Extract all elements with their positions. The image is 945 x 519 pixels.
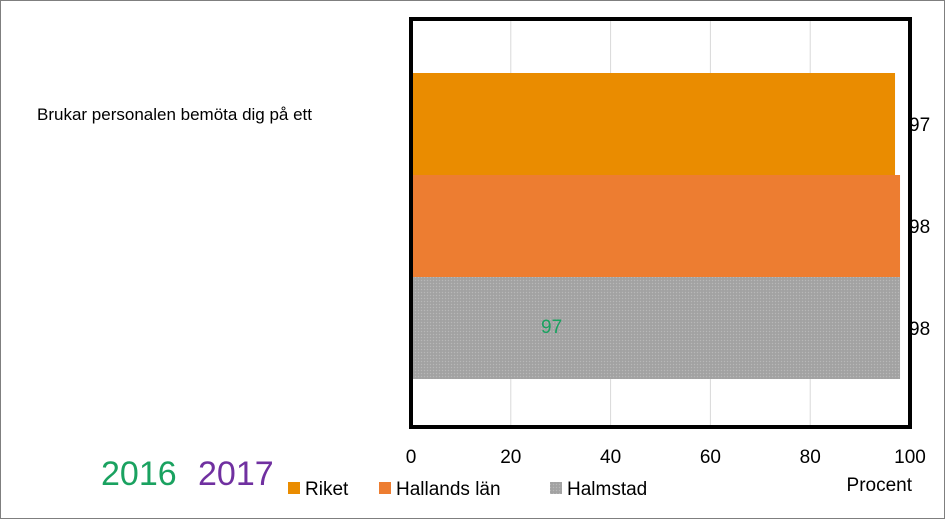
bar-hallands-län xyxy=(411,175,901,277)
inner-value-annotation: 97 xyxy=(541,317,562,338)
data-label: 97 xyxy=(909,115,930,136)
legend-swatch xyxy=(550,482,562,494)
legend-label: Riket xyxy=(305,479,349,500)
x-tick-label: 20 xyxy=(500,447,521,468)
plot-area-border xyxy=(409,17,912,429)
year-label-2017: 2017 xyxy=(198,455,274,493)
bar-riket xyxy=(411,73,896,175)
legend-swatch xyxy=(379,482,391,494)
x-axis-title: Procent xyxy=(847,475,913,496)
x-tick-label: 60 xyxy=(700,447,721,468)
x-axis-ticks: 0 20 40 60 80 100 xyxy=(406,447,926,468)
bars xyxy=(411,73,901,379)
legend: Riket Hallands län Halmstad xyxy=(288,479,647,500)
legend-label: Halmstad xyxy=(567,479,647,500)
x-tick-label: 80 xyxy=(800,447,821,468)
category-label: Brukar personalen bemöta dig på ett xyxy=(37,105,312,124)
x-tick-label: 40 xyxy=(600,447,621,468)
legend-label: Hallands län xyxy=(396,479,501,500)
data-label: 98 xyxy=(909,217,930,238)
x-tick-label: 100 xyxy=(894,447,926,468)
data-labels: 97 98 98 xyxy=(909,115,930,340)
x-tick-label: 0 xyxy=(406,447,417,468)
bar-halmstad xyxy=(411,277,901,379)
data-label: 98 xyxy=(909,319,930,340)
year-label-2016: 2016 xyxy=(101,455,177,493)
legend-swatch xyxy=(288,482,300,494)
